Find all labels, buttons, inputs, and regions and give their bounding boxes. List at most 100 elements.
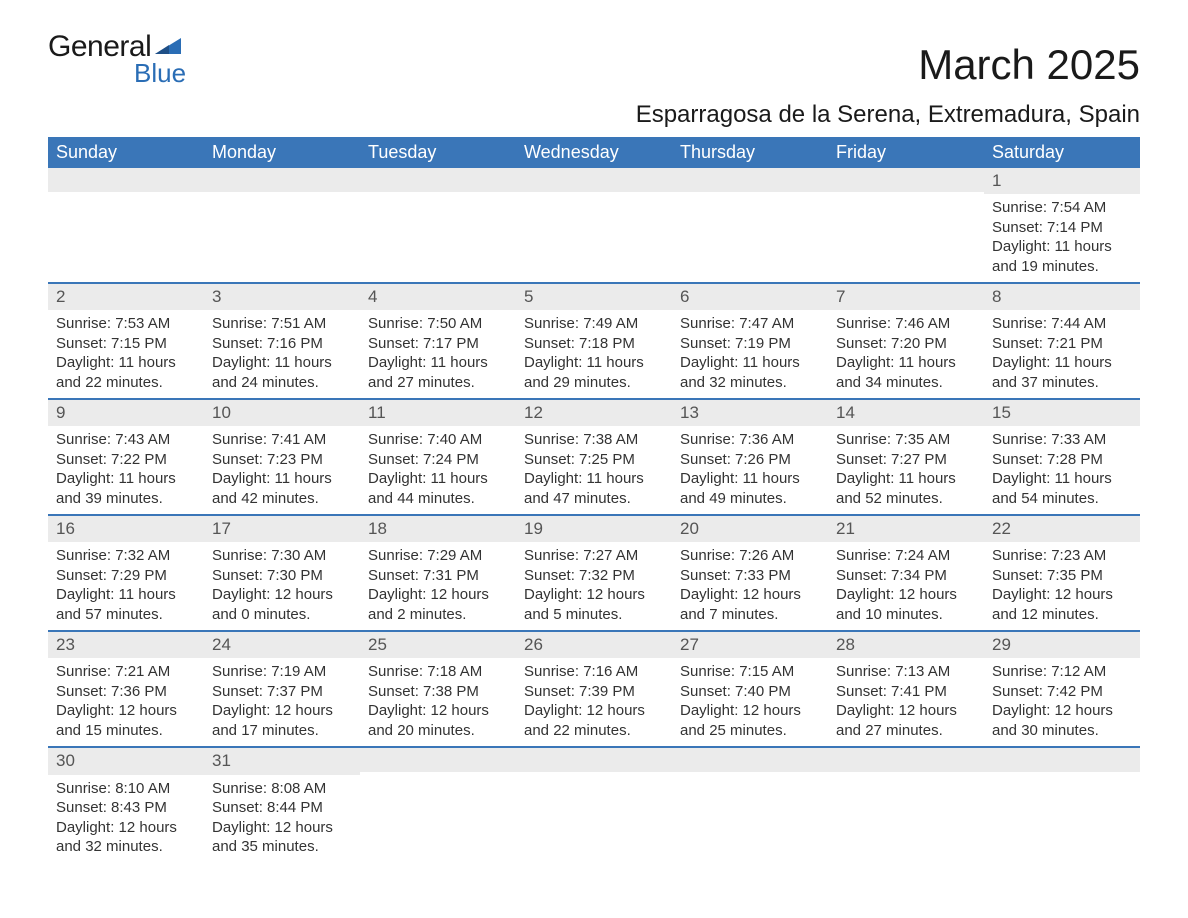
day-number: 23 xyxy=(48,632,204,658)
calendar-day-cell xyxy=(828,168,984,283)
calendar-day-cell xyxy=(672,168,828,283)
sunset-text: Sunset: 7:26 PM xyxy=(680,450,820,470)
day-details: Sunrise: 8:10 AMSunset: 8:43 PMDaylight:… xyxy=(48,775,204,863)
calendar-day-cell: 19Sunrise: 7:27 AMSunset: 7:32 PMDayligh… xyxy=(516,515,672,631)
daylight-text: Daylight: 12 hours and 35 minutes. xyxy=(212,818,352,857)
day-number: 22 xyxy=(984,516,1140,542)
daylight-text: Daylight: 12 hours and 25 minutes. xyxy=(680,701,820,740)
day-number: 24 xyxy=(204,632,360,658)
sunset-text: Sunset: 7:30 PM xyxy=(212,566,352,586)
sunrise-text: Sunrise: 7:35 AM xyxy=(836,430,976,450)
sunrise-text: Sunrise: 7:18 AM xyxy=(368,662,508,682)
sunset-text: Sunset: 7:32 PM xyxy=(524,566,664,586)
weekday-header-row: Sunday Monday Tuesday Wednesday Thursday… xyxy=(48,137,1140,168)
day-details: Sunrise: 7:35 AMSunset: 7:27 PMDaylight:… xyxy=(828,426,984,514)
calendar-day-cell: 28Sunrise: 7:13 AMSunset: 7:41 PMDayligh… xyxy=(828,631,984,747)
day-number: 25 xyxy=(360,632,516,658)
sunset-text: Sunset: 7:19 PM xyxy=(680,334,820,354)
sunset-text: Sunset: 7:20 PM xyxy=(836,334,976,354)
day-details: Sunrise: 7:43 AMSunset: 7:22 PMDaylight:… xyxy=(48,426,204,514)
day-number: 21 xyxy=(828,516,984,542)
day-details: Sunrise: 7:53 AMSunset: 7:15 PMDaylight:… xyxy=(48,310,204,398)
day-details: Sunrise: 7:50 AMSunset: 7:17 PMDaylight:… xyxy=(360,310,516,398)
daylight-text: Daylight: 11 hours and 29 minutes. xyxy=(524,353,664,392)
day-number: 29 xyxy=(984,632,1140,658)
calendar-day-cell: 30Sunrise: 8:10 AMSunset: 8:43 PMDayligh… xyxy=(48,747,204,862)
calendar-day-cell: 16Sunrise: 7:32 AMSunset: 7:29 PMDayligh… xyxy=(48,515,204,631)
sunset-text: Sunset: 7:29 PM xyxy=(56,566,196,586)
brand-logo: General Blue xyxy=(48,30,186,89)
daylight-text: Daylight: 11 hours and 37 minutes. xyxy=(992,353,1132,392)
sunset-text: Sunset: 7:14 PM xyxy=(992,218,1132,238)
sunrise-text: Sunrise: 7:33 AM xyxy=(992,430,1132,450)
sunrise-text: Sunrise: 7:26 AM xyxy=(680,546,820,566)
daylight-text: Daylight: 11 hours and 57 minutes. xyxy=(56,585,196,624)
day-details: Sunrise: 7:33 AMSunset: 7:28 PMDaylight:… xyxy=(984,426,1140,514)
day-number: 1 xyxy=(984,168,1140,194)
day-number: 6 xyxy=(672,284,828,310)
calendar-day-cell: 22Sunrise: 7:23 AMSunset: 7:35 PMDayligh… xyxy=(984,515,1140,631)
sunset-text: Sunset: 7:21 PM xyxy=(992,334,1132,354)
day-details: Sunrise: 7:49 AMSunset: 7:18 PMDaylight:… xyxy=(516,310,672,398)
weekday-header: Tuesday xyxy=(360,137,516,168)
day-details: Sunrise: 7:19 AMSunset: 7:37 PMDaylight:… xyxy=(204,658,360,746)
daylight-text: Daylight: 12 hours and 32 minutes. xyxy=(56,818,196,857)
calendar-day-cell: 4Sunrise: 7:50 AMSunset: 7:17 PMDaylight… xyxy=(360,283,516,399)
calendar-day-cell: 11Sunrise: 7:40 AMSunset: 7:24 PMDayligh… xyxy=(360,399,516,515)
sunrise-text: Sunrise: 7:21 AM xyxy=(56,662,196,682)
calendar-week-row: 2Sunrise: 7:53 AMSunset: 7:15 PMDaylight… xyxy=(48,283,1140,399)
day-number: 28 xyxy=(828,632,984,658)
daylight-text: Daylight: 11 hours and 52 minutes. xyxy=(836,469,976,508)
day-number: 27 xyxy=(672,632,828,658)
sunset-text: Sunset: 7:16 PM xyxy=(212,334,352,354)
calendar-day-cell: 13Sunrise: 7:36 AMSunset: 7:26 PMDayligh… xyxy=(672,399,828,515)
calendar-week-row: 23 Sunrise: 7:21 AMSunset: 7:36 PM Dayligh… xyxy=(48,631,1140,747)
daylight-text: Daylight: 11 hours and 34 minutes. xyxy=(836,353,976,392)
calendar-day-cell xyxy=(516,168,672,283)
sunrise-text: Sunrise: 7:51 AM xyxy=(212,314,352,334)
daylight-text: Daylight: 12 hours and 2 minutes. xyxy=(368,585,508,624)
day-details: Sunrise: 7:47 AMSunset: 7:19 PMDaylight:… xyxy=(672,310,828,398)
day-details: Sunrise: 7:23 AMSunset: 7:35 PMDaylight:… xyxy=(984,542,1140,630)
day-number: 31 xyxy=(204,748,360,774)
calendar-week-row: 9Sunrise: 7:43 AMSunset: 7:22 PMDaylight… xyxy=(48,399,1140,515)
calendar-day-cell: 2Sunrise: 7:53 AMSunset: 7:15 PMDaylight… xyxy=(48,283,204,399)
sunset-text: Sunset: 7:23 PM xyxy=(212,450,352,470)
calendar-week-row: 30Sunrise: 8:10 AMSunset: 8:43 PMDayligh… xyxy=(48,747,1140,862)
calendar-day-cell: 3Sunrise: 7:51 AMSunset: 7:16 PMDaylight… xyxy=(204,283,360,399)
day-details: Sunrise: 7:30 AMSunset: 7:30 PMDaylight:… xyxy=(204,542,360,630)
day-details: Sunrise: 7:16 AMSunset: 7:39 PMDaylight:… xyxy=(516,658,672,746)
calendar-day-cell xyxy=(516,747,672,862)
day-number: 13 xyxy=(672,400,828,426)
daylight-text: Daylight: 11 hours and 24 minutes. xyxy=(212,353,352,392)
day-details: Sunrise: 7:12 AMSunset: 7:42 PMDaylight:… xyxy=(984,658,1140,746)
sunrise-text: Sunrise: 7:29 AM xyxy=(368,546,508,566)
sunset-text: Sunset: 7:36 PM xyxy=(56,682,196,702)
day-number: 14 xyxy=(828,400,984,426)
weekday-header: Monday xyxy=(204,137,360,168)
sunset-text: Sunset: 7:39 PM xyxy=(524,682,664,702)
calendar-day-cell: 20Sunrise: 7:26 AMSunset: 7:33 PMDayligh… xyxy=(672,515,828,631)
calendar-day-cell: 5Sunrise: 7:49 AMSunset: 7:18 PMDaylight… xyxy=(516,283,672,399)
sunset-text: Sunset: 7:15 PM xyxy=(56,334,196,354)
day-details: Sunrise: 7:15 AMSunset: 7:40 PMDaylight:… xyxy=(672,658,828,746)
daylight-text: Daylight: 12 hours and 30 minutes. xyxy=(992,701,1132,740)
page-title: March 2025 xyxy=(918,41,1140,89)
day-details: Sunrise: 7:13 AMSunset: 7:41 PMDaylight:… xyxy=(828,658,984,746)
day-number: 7 xyxy=(828,284,984,310)
day-number: 4 xyxy=(360,284,516,310)
sunset-text: Sunset: 7:18 PM xyxy=(524,334,664,354)
calendar-day-cell: 18Sunrise: 7:29 AMSunset: 7:31 PMDayligh… xyxy=(360,515,516,631)
sunrise-text: Sunrise: 7:12 AM xyxy=(992,662,1132,682)
daylight-text: Daylight: 11 hours and 47 minutes. xyxy=(524,469,664,508)
calendar-day-cell: 24Sunrise: 7:19 AMSunset: 7:37 PMDayligh… xyxy=(204,631,360,747)
weekday-header: Saturday xyxy=(984,137,1140,168)
sunrise-text: Sunrise: 7:16 AM xyxy=(524,662,664,682)
sunset-text: Sunset: 7:40 PM xyxy=(680,682,820,702)
daylight-text: Daylight: 11 hours and 19 minutes. xyxy=(992,237,1132,276)
day-details: Sunrise: 7:40 AMSunset: 7:24 PMDaylight:… xyxy=(360,426,516,514)
sunrise-text: Sunrise: 7:53 AM xyxy=(56,314,196,334)
day-number: 9 xyxy=(48,400,204,426)
day-details: Sunrise: 8:08 AMSunset: 8:44 PMDaylight:… xyxy=(204,775,360,863)
sunrise-text: Sunrise: 7:44 AM xyxy=(992,314,1132,334)
